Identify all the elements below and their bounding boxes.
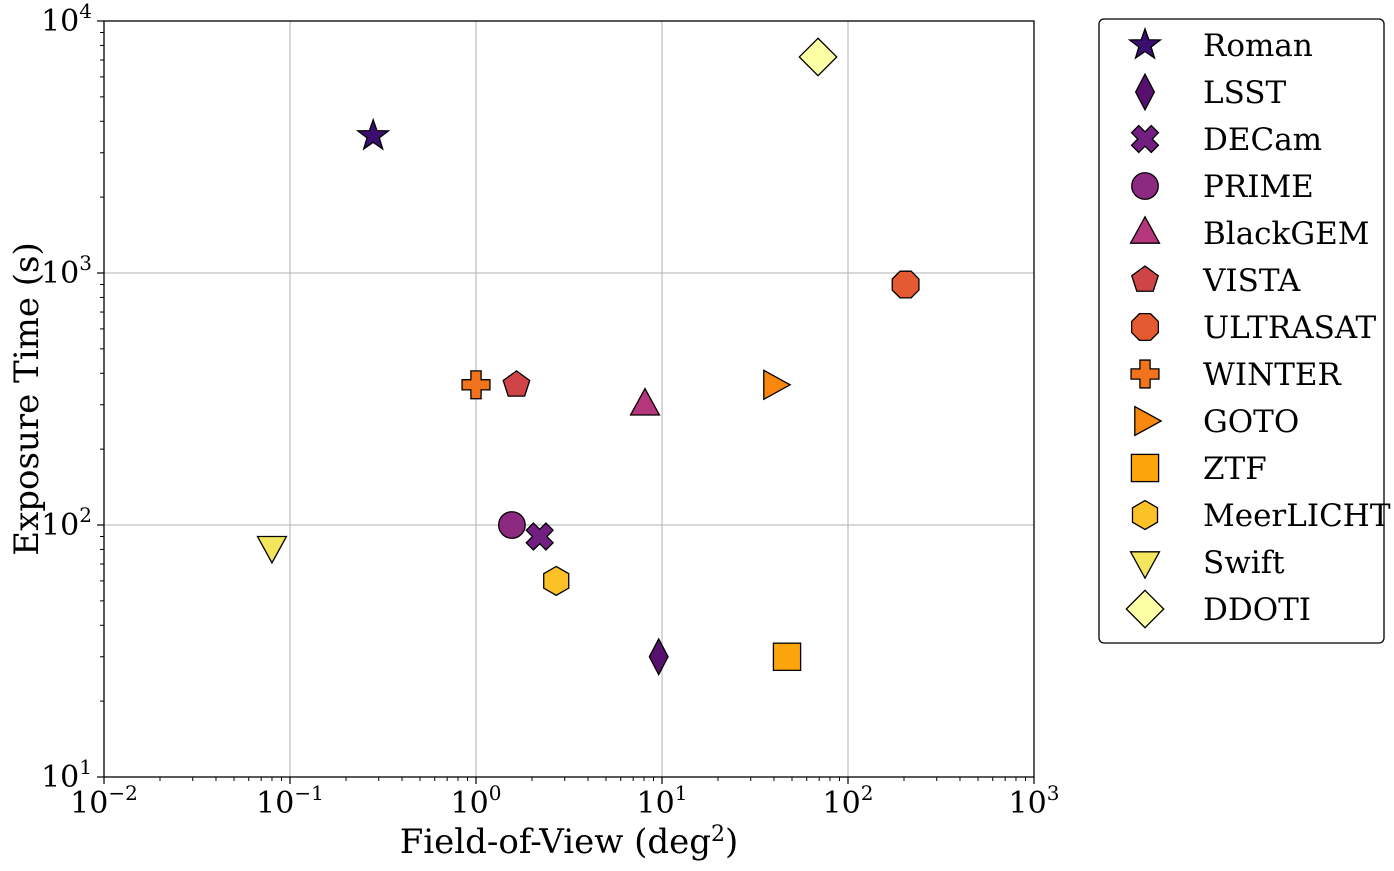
x-tick-label: 103 <box>1009 781 1060 821</box>
legend-item-decam: DECam <box>1130 122 1322 158</box>
data-markers <box>256 37 920 677</box>
axis-ticks: 10−2 10−1 100 101 102 103 101 102 103 104 <box>41 0 1059 821</box>
x-tick-label: 100 <box>451 781 502 821</box>
legend-label: ULTRASAT <box>1203 310 1377 346</box>
legend-marker-winter <box>1130 359 1160 389</box>
legend-marker-decam <box>1130 124 1160 154</box>
legend-label: VISTA <box>1202 263 1301 299</box>
legend-item-roman: Roman <box>1127 26 1313 64</box>
legend-marker-blackgem <box>1129 215 1161 244</box>
data-point-roman <box>355 117 391 151</box>
legend-marker-goto <box>1134 405 1163 437</box>
legend-item-lsst: LSST <box>1134 72 1287 112</box>
legend-label: ZTF <box>1203 451 1267 487</box>
y-tick-label: 104 <box>41 0 92 39</box>
legend-item-winter: WINTER <box>1130 357 1343 393</box>
legend: Roman LSST DECam PRIME BlackGEM VISTA ULTRASAT… <box>1098 18 1391 644</box>
x-tick-label: 10−2 <box>70 781 138 821</box>
legend-marker-swift <box>1129 551 1161 580</box>
data-point-swift <box>256 535 288 565</box>
plot-frame <box>103 20 1035 778</box>
y-tick-label: 103 <box>41 251 92 291</box>
y-axis-label: Exposure Time (s) <box>7 242 47 555</box>
x-tick-label: 101 <box>637 781 688 821</box>
y-tick-label: 102 <box>41 503 92 543</box>
legend-marker-ddoti <box>1125 589 1165 629</box>
legend-marker-ultrasat <box>1131 312 1159 342</box>
data-point-lsst <box>648 637 669 677</box>
data-point-winter <box>461 370 491 400</box>
data-point-blackgem <box>629 387 661 416</box>
data-point-prime <box>498 511 526 539</box>
legend-label: Roman <box>1203 28 1313 64</box>
legend-item-goto: GOTO <box>1134 404 1299 440</box>
legend-label: Swift <box>1203 545 1285 581</box>
legend-label: BlackGEM <box>1203 216 1369 252</box>
legend-label: WINTER <box>1203 357 1343 393</box>
grid-lines <box>104 21 1034 777</box>
legend-item-swift: Swift <box>1129 545 1285 581</box>
legend-item-vista: VISTA <box>1130 263 1301 299</box>
legend-label: GOTO <box>1203 404 1299 440</box>
legend-marker-lsst <box>1134 72 1156 112</box>
legend-label: MeerLICHT <box>1203 498 1391 534</box>
data-point-ztf <box>772 642 802 672</box>
x-tick-label: 10−1 <box>256 781 324 821</box>
legend-marker-vista <box>1130 265 1160 292</box>
data-point-ultrasat <box>891 270 920 299</box>
y-tick-label: 101 <box>41 755 92 795</box>
legend-marker-meerlicht <box>1131 499 1159 531</box>
legend-label: PRIME <box>1203 169 1314 205</box>
legend-label: LSST <box>1203 75 1287 111</box>
legend-label: DDOTI <box>1203 592 1311 628</box>
legend-marker-roman <box>1127 26 1163 60</box>
legend-item-ddoti: DDOTI <box>1125 589 1311 629</box>
x-tick-label: 102 <box>823 781 874 821</box>
data-point-decam <box>525 522 555 551</box>
legend-marker-prime <box>1131 172 1159 200</box>
legend-item-prime: PRIME <box>1131 169 1314 205</box>
data-point-ddoti <box>798 37 838 77</box>
legend-box <box>1098 18 1385 644</box>
data-point-goto <box>763 369 792 401</box>
x-axis-label: Field-of-View (deg2) <box>400 822 739 862</box>
legend-item-meerlicht: MeerLICHT <box>1131 498 1391 534</box>
legend-marker-ztf <box>1130 453 1160 483</box>
legend-item-ultrasat: ULTRASAT <box>1131 310 1377 346</box>
legend-item-ztf: ZTF <box>1130 451 1267 487</box>
data-point-meerlicht <box>543 565 570 597</box>
legend-label: DECam <box>1203 122 1322 158</box>
data-point-vista <box>502 370 531 397</box>
legend-item-blackgem: BlackGEM <box>1129 215 1369 252</box>
